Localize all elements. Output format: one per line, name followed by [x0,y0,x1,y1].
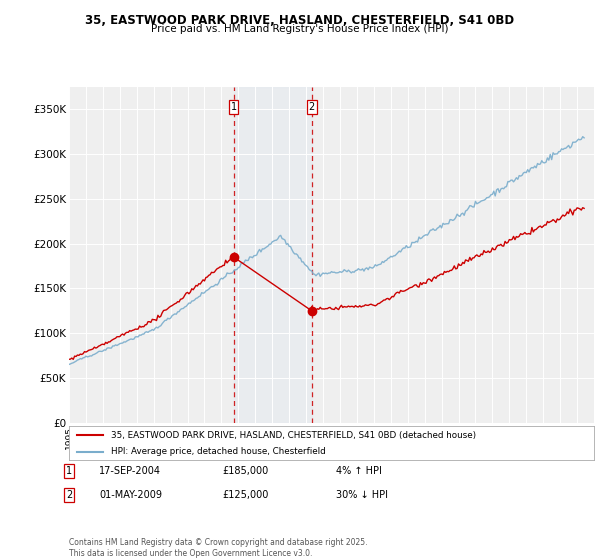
Text: HPI: Average price, detached house, Chesterfield: HPI: Average price, detached house, Ches… [111,447,326,456]
Text: Price paid vs. HM Land Registry's House Price Index (HPI): Price paid vs. HM Land Registry's House … [151,24,449,34]
Text: 17-SEP-2004: 17-SEP-2004 [99,466,161,476]
Text: £125,000: £125,000 [222,490,268,500]
Text: 01-MAY-2009: 01-MAY-2009 [99,490,162,500]
Text: 2: 2 [308,102,315,112]
Text: £185,000: £185,000 [222,466,268,476]
Text: 2: 2 [66,490,72,500]
Text: 35, EASTWOOD PARK DRIVE, HASLAND, CHESTERFIELD, S41 0BD (detached house): 35, EASTWOOD PARK DRIVE, HASLAND, CHESTE… [111,431,476,440]
Text: 35, EASTWOOD PARK DRIVE, HASLAND, CHESTERFIELD, S41 0BD: 35, EASTWOOD PARK DRIVE, HASLAND, CHESTE… [85,14,515,27]
Text: 30% ↓ HPI: 30% ↓ HPI [336,490,388,500]
Text: 1: 1 [230,102,236,112]
Text: Contains HM Land Registry data © Crown copyright and database right 2025.
This d: Contains HM Land Registry data © Crown c… [69,538,367,558]
Text: 1: 1 [66,466,72,476]
Bar [233,87,311,423]
Text: 4% ↑ HPI: 4% ↑ HPI [336,466,382,476]
